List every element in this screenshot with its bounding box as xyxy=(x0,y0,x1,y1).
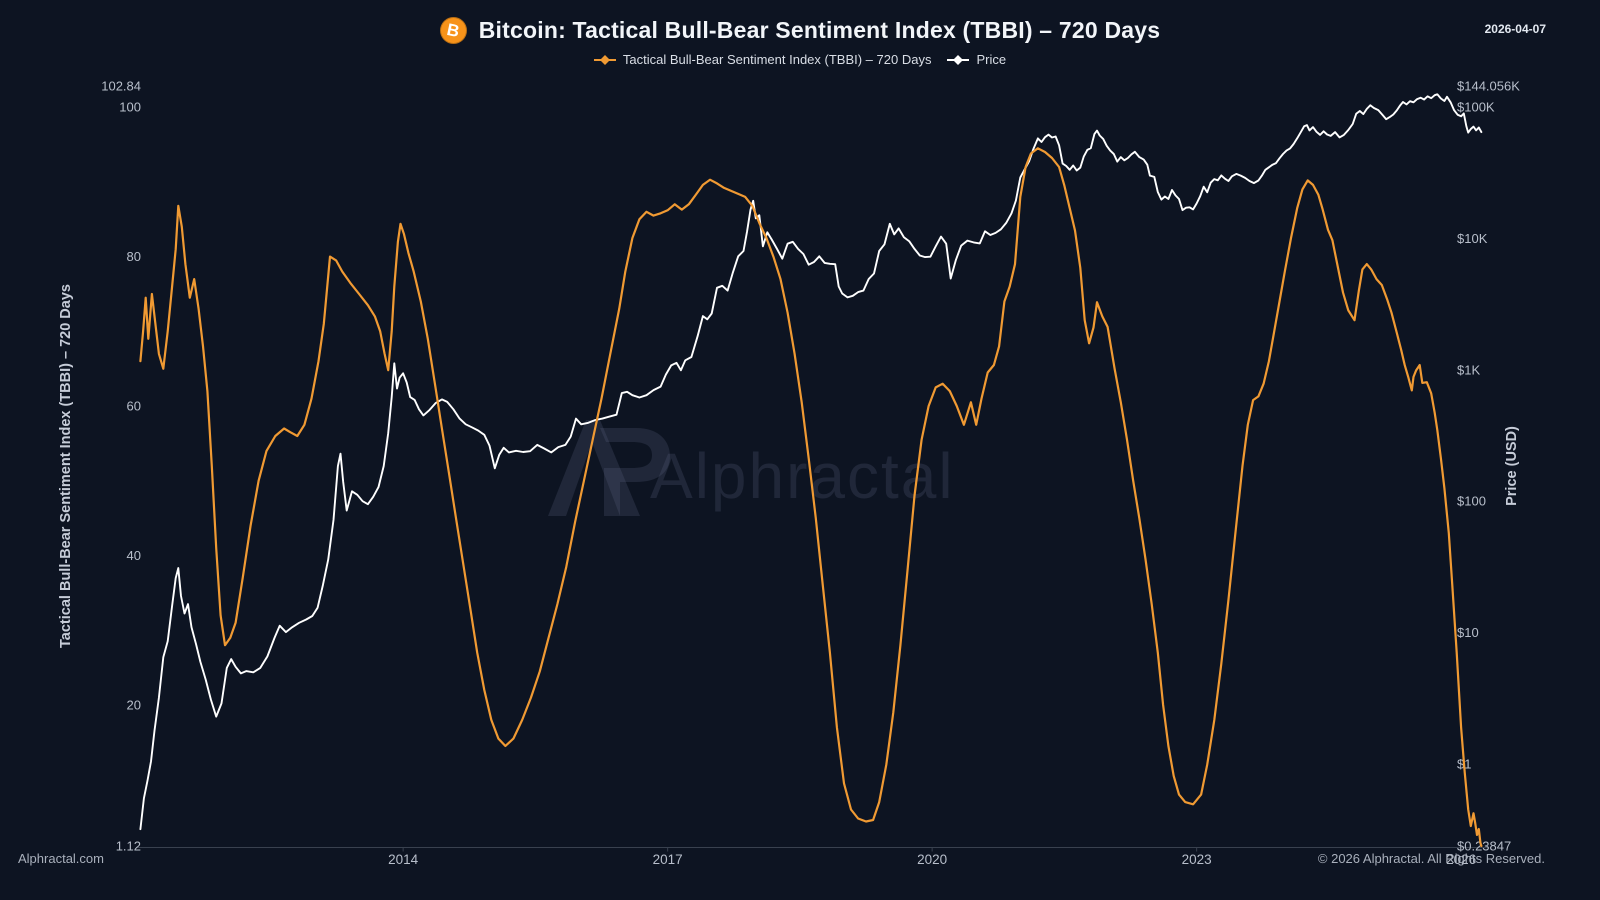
x-axis-tick-label: 2026 xyxy=(1446,852,1476,867)
legend: Tactical Bull-Bear Sentiment Index (TBBI… xyxy=(0,52,1600,67)
right-axis-tick-label: $144.056K xyxy=(1457,79,1520,94)
price-series-line xyxy=(139,93,1483,831)
tbbi-series-line xyxy=(139,147,1483,848)
legend-item-tbbi[interactable]: Tactical Bull-Bear Sentiment Index (TBBI… xyxy=(593,52,932,67)
watermark-logo-a xyxy=(548,420,640,516)
left-axis-tick-label: 102.84 xyxy=(101,79,141,94)
left-axis-tick-label: 1.12 xyxy=(116,839,141,854)
left-axis-tick-label: 100 xyxy=(119,100,141,115)
left-axis-tick-label: 40 xyxy=(127,548,141,563)
bitcoin-glyph: B xyxy=(445,19,462,41)
chart-date: 2026-04-07 xyxy=(1484,22,1546,36)
chart-header: B Bitcoin: Tactical Bull-Bear Sentiment … xyxy=(0,10,1600,50)
page-title: Bitcoin: Tactical Bull-Bear Sentiment In… xyxy=(478,16,1161,43)
left-axis-tick-label: 80 xyxy=(127,249,141,264)
footer-copyright: © 2026 Alphractal. All Rights Reserved. xyxy=(1317,851,1545,866)
tbbi-legend-marker-icon xyxy=(593,54,616,65)
right-axis-title: Price (USD) xyxy=(1504,426,1520,506)
x-axis-tick-label: 2023 xyxy=(1182,852,1212,867)
legend-item-price[interactable]: Price xyxy=(947,52,1006,67)
right-axis-tick-label: $1K xyxy=(1457,362,1480,377)
x-axis-tick-label: 2017 xyxy=(653,852,683,867)
legend-label-price: Price xyxy=(976,52,1007,67)
right-axis-tick-label: $10K xyxy=(1457,231,1488,246)
left-axis-title: Tactical Bull-Bear Sentiment Index (TBBI… xyxy=(58,284,74,648)
x-axis-tick-label: 2020 xyxy=(917,852,947,867)
right-axis-tick-label: $100 xyxy=(1457,494,1486,509)
footer-site-label: Alphractal.com xyxy=(18,851,104,866)
x-axis-tick-label: 2014 xyxy=(388,852,419,867)
left-axis-tick-label: 60 xyxy=(127,399,141,414)
right-axis-tick-label: $10 xyxy=(1457,625,1479,640)
watermark-text: Alphractal xyxy=(650,440,955,512)
legend-label-tbbi: Tactical Bull-Bear Sentiment Index (TBBI… xyxy=(622,52,932,67)
price-legend-marker-icon xyxy=(947,54,970,65)
bitcoin-icon: B xyxy=(439,16,467,44)
right-axis-tick-label: $0.23847 xyxy=(1457,839,1511,854)
watermark-logo-p xyxy=(600,428,670,516)
watermark: Alphractal xyxy=(548,420,955,516)
left-axis-tick-label: 20 xyxy=(127,697,141,712)
right-axis-tick-label: $100K xyxy=(1457,99,1495,114)
